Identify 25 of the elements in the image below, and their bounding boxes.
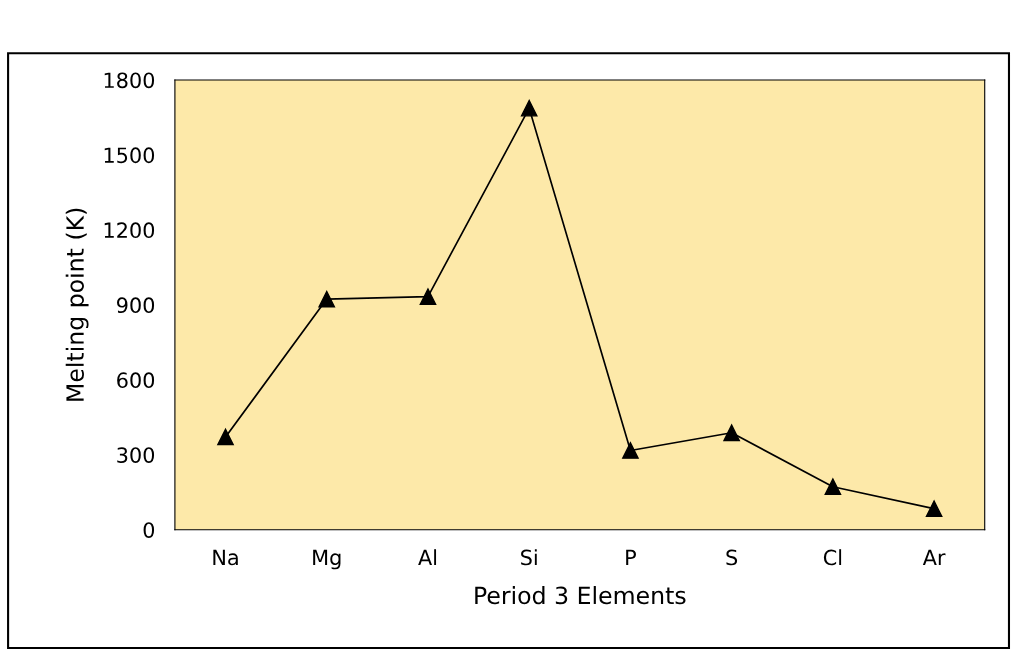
y-axis-title: Melting point (K): [65, 208, 89, 401]
x-tick-label: Al: [418, 549, 437, 566]
point: [520, 99, 538, 117]
x-tick-label: S: [726, 549, 738, 566]
x-axis-title: Period 3 Elements: [475, 586, 686, 605]
y-tick-label: 1500: [104, 147, 155, 164]
point: [925, 500, 943, 518]
point: [217, 428, 234, 446]
y-tick-label: 1200: [104, 222, 155, 239]
point: [419, 288, 437, 305]
y-tick-label: 300: [117, 447, 155, 463]
y-tick-label: 600: [117, 372, 155, 389]
point: [723, 424, 740, 442]
y-tick-label: 1800: [104, 72, 155, 89]
x-tick-label: P: [626, 549, 636, 566]
x-tick-label: Na: [213, 549, 238, 566]
y-tick-label: 0: [143, 522, 155, 538]
x-tick-label: Cl: [823, 549, 842, 566]
x-tick-label: Ar: [922, 549, 946, 566]
x-tick-label: Mg: [313, 549, 341, 570]
y-tick-label: 900: [117, 297, 155, 314]
point: [318, 290, 336, 308]
point: [622, 442, 639, 459]
point: [824, 478, 842, 496]
x-tick-label: Si: [521, 549, 537, 566]
